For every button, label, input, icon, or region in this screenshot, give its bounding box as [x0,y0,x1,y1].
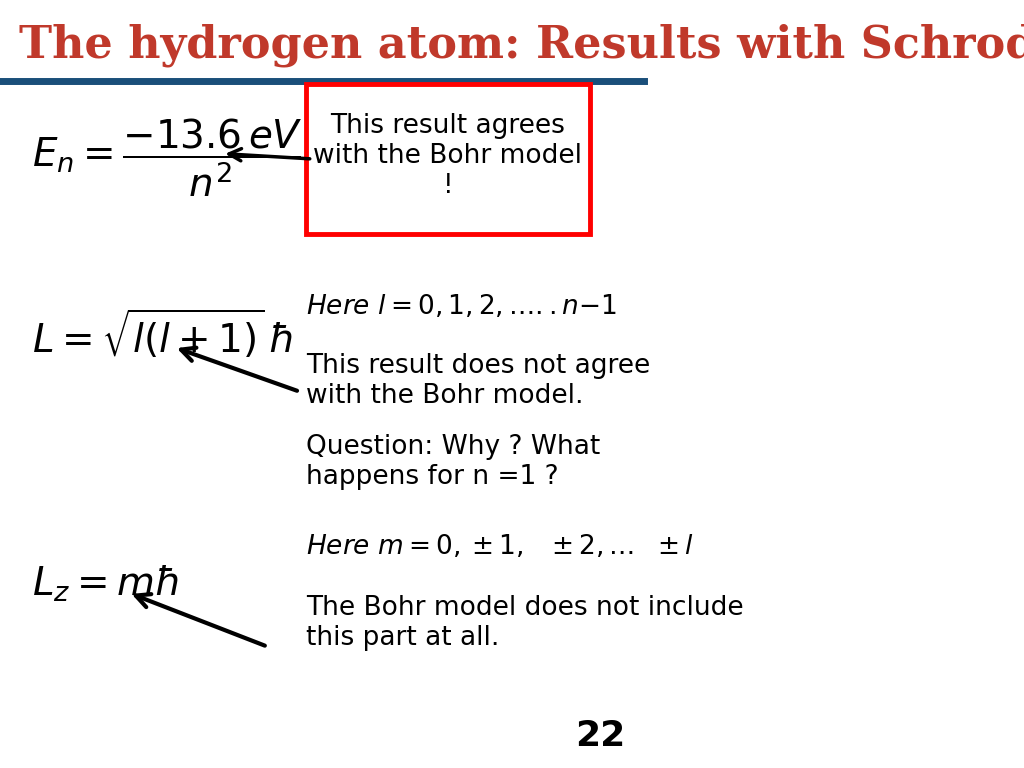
Text: This result agrees
with the Bohr model
!: This result agrees with the Bohr model ! [313,113,583,198]
Text: $\mathit{Here\ m{=}0,\pm 1,\ \ \pm 2,\ldots\ \ \pm l}$: $\mathit{Here\ m{=}0,\pm 1,\ \ \pm 2,\ld… [306,531,693,559]
Text: $L_z = m\hbar$: $L_z = m\hbar$ [32,564,179,604]
FancyBboxPatch shape [306,84,590,234]
Text: $E_n = \dfrac{-13.6\,eV}{n^2}$: $E_n = \dfrac{-13.6\,eV}{n^2}$ [32,116,303,199]
Text: $L = \sqrt{l(l+1)}\,\hbar$: $L = \sqrt{l(l+1)}\,\hbar$ [32,307,293,361]
Text: 22: 22 [574,719,625,753]
Text: $\mathit{Here\ l{=}0,1,2,\ldots..n{-}1}$: $\mathit{Here\ l{=}0,1,2,\ldots..n{-}1}$ [306,292,617,319]
Text: The Bohr model does not include
this part at all.: The Bohr model does not include this par… [306,595,743,651]
Text: The hydrogen atom: Results with Schrodinger: The hydrogen atom: Results with Schrodin… [19,23,1024,67]
Text: This result does not agree
with the Bohr model.: This result does not agree with the Bohr… [306,353,650,409]
Text: Question: Why ? What
happens for n =1 ?: Question: Why ? What happens for n =1 ? [306,434,600,490]
